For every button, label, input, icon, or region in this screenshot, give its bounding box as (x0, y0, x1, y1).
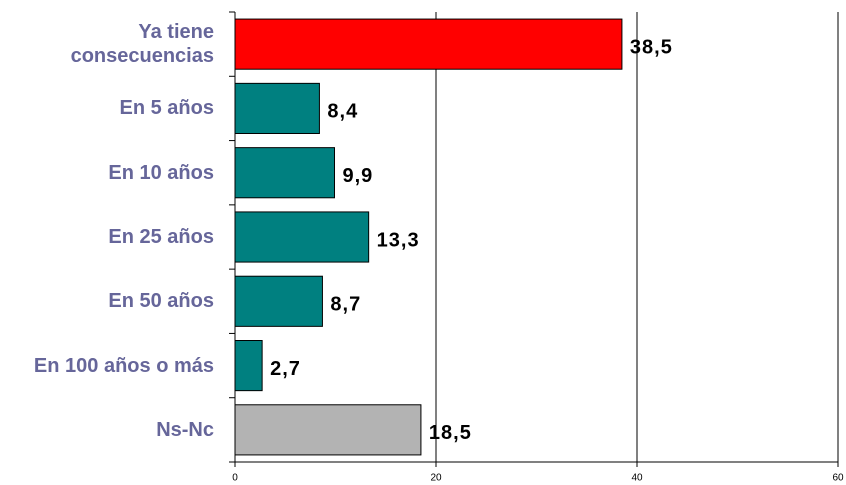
value-label: 9,9 (342, 165, 373, 187)
x-tick-label: 20 (430, 473, 442, 484)
bar (234, 82, 320, 134)
category-label: Ya tiene consecuencias (70, 21, 214, 68)
category-label: En 5 años (119, 97, 214, 120)
bar (234, 404, 422, 456)
x-tick-label: 40 (631, 473, 643, 484)
bar (234, 18, 623, 70)
value-label: 8,7 (330, 294, 361, 316)
x-tick-label: 0 (232, 473, 238, 484)
value-label: 38,5 (630, 36, 673, 58)
category-label: En 100 años o más (33, 354, 214, 377)
category-label: En 10 años (108, 161, 214, 184)
category-label: Ns-Nc (156, 418, 214, 441)
value-label: 18,5 (429, 422, 472, 444)
bar (234, 147, 335, 199)
value-label: 8,4 (327, 101, 358, 123)
bar (234, 211, 370, 263)
value-label: 13,3 (377, 229, 420, 251)
category-label: En 50 años (108, 290, 214, 313)
category-label: En 25 años (108, 225, 214, 248)
bar (234, 275, 323, 327)
value-label: 2,7 (270, 358, 301, 380)
bar (234, 340, 263, 392)
x-tick-label: 60 (832, 473, 844, 484)
